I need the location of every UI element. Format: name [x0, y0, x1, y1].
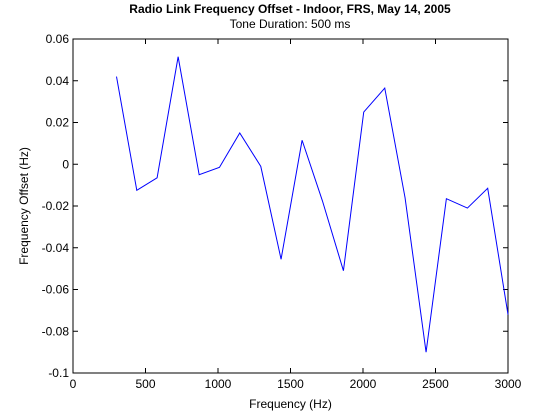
y-axis-label: Frequency Offset (Hz) — [17, 147, 31, 265]
x-tick-label: 2500 — [422, 377, 449, 391]
x-tick-label: 1500 — [277, 377, 304, 391]
y-tick-label: -0.04 — [42, 241, 70, 255]
y-tick-label: 0 — [62, 157, 69, 171]
chart-title: Radio Link Frequency Offset - Indoor, FR… — [129, 2, 451, 16]
x-tick-label: 0 — [70, 377, 77, 391]
x-axis: 0 500 1000 1500 2000 2500 3000 — [70, 39, 522, 391]
y-tick-label: 0.04 — [46, 74, 70, 88]
series-layer — [116, 56, 509, 353]
x-tick-label: 1000 — [205, 377, 232, 391]
y-tick-label: -0.06 — [42, 283, 70, 297]
y-tick-label: -0.02 — [42, 199, 70, 213]
y-tick-label: 0.02 — [46, 116, 70, 130]
x-axis-label: Frequency (Hz) — [249, 397, 332, 411]
chart-subtitle: Tone Duration: 500 ms — [230, 17, 351, 31]
y-axis: 0.06 0.04 0.02 0 -0.02 -0.04 -0.06 -0.08 -0.1 — [42, 32, 508, 380]
y-tick-label: 0.06 — [46, 32, 70, 46]
y-tick-label: -0.08 — [42, 324, 70, 338]
x-tick-label: 3000 — [495, 377, 522, 391]
x-tick-label: 2000 — [350, 377, 377, 391]
series-line-0 — [116, 56, 509, 353]
y-tick-label: -0.1 — [48, 366, 69, 380]
x-tick-label: 500 — [135, 377, 155, 391]
